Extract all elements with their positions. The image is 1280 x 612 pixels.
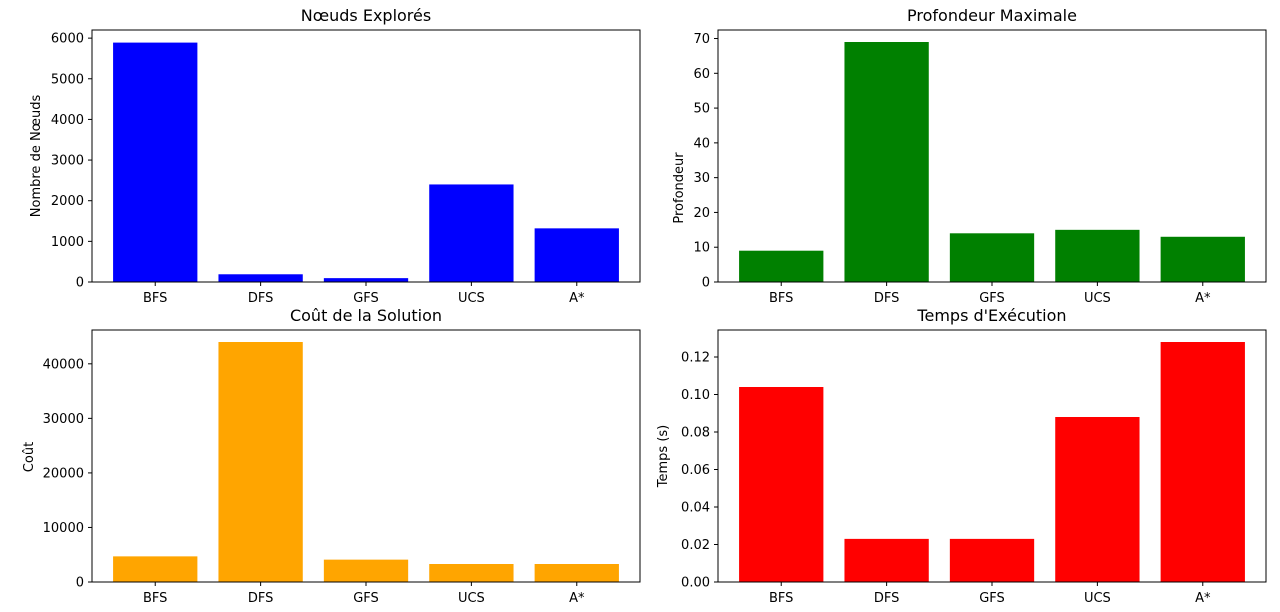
y-tick-label: 10 bbox=[693, 241, 710, 256]
x-tick-label: UCS bbox=[1084, 591, 1111, 606]
x-tick-label: BFS bbox=[769, 591, 793, 606]
x-axis-ticks: BFS DFS GFS UCS A* bbox=[143, 282, 585, 306]
y-tick-label: 0.06 bbox=[681, 463, 710, 478]
y-tick-label: 30000 bbox=[43, 412, 84, 427]
y-tick-label: 0.08 bbox=[681, 426, 710, 441]
x-tick-label: GFS bbox=[979, 291, 1005, 306]
chart-title: Profondeur Maximale bbox=[907, 6, 1077, 25]
x-tick-label: DFS bbox=[874, 291, 900, 306]
x-tick-label: UCS bbox=[458, 591, 485, 606]
y-axis-label: Nombre de Nœuds bbox=[29, 95, 44, 218]
x-tick-label: DFS bbox=[248, 291, 274, 306]
bar-bfs bbox=[113, 556, 198, 582]
x-tick-label: GFS bbox=[353, 291, 379, 306]
x-tick-label: DFS bbox=[248, 591, 274, 606]
bar-astar bbox=[1160, 236, 1245, 282]
y-tick-label: 1000 bbox=[51, 235, 84, 250]
bar-bfs bbox=[113, 42, 198, 282]
x-tick-label: GFS bbox=[979, 591, 1005, 606]
y-tick-label: 2000 bbox=[51, 194, 84, 209]
y-axis-ticks: 0 1000 2000 3000 4000 5000 6000 bbox=[51, 32, 92, 291]
y-tick-label: 0 bbox=[702, 276, 710, 291]
axes-frame bbox=[91, 29, 641, 283]
y-tick-label: 0.02 bbox=[681, 538, 710, 553]
y-tick-label: 20000 bbox=[43, 466, 84, 481]
y-tick-label: 0.12 bbox=[681, 351, 710, 366]
x-axis-ticks: BFS DFS GFS UCS A* bbox=[769, 282, 1211, 306]
chart-panel-max-depth: Profondeur Maximale Profondeur 0 10 20 30 40… bbox=[672, 6, 1267, 306]
bar-dfs bbox=[218, 342, 303, 582]
x-tick-label: A* bbox=[1195, 291, 1211, 306]
y-tick-label: 6000 bbox=[51, 32, 84, 47]
y-tick-label: 3000 bbox=[51, 154, 84, 169]
x-tick-label: BFS bbox=[143, 291, 167, 306]
chart-title: Temps d'Exécution bbox=[916, 306, 1066, 325]
bar-bfs bbox=[739, 250, 824, 282]
y-tick-label: 0.04 bbox=[681, 501, 710, 516]
x-tick-label: A* bbox=[569, 291, 585, 306]
chart-title: Nœuds Explorés bbox=[301, 6, 431, 25]
bars bbox=[113, 42, 619, 282]
y-tick-label: 0 bbox=[76, 276, 84, 291]
bar-ucs bbox=[1055, 229, 1140, 282]
bar-ucs bbox=[429, 184, 514, 282]
x-tick-label: A* bbox=[569, 591, 585, 606]
axes-frame bbox=[717, 329, 1267, 583]
bar-astar bbox=[1160, 342, 1245, 582]
y-tick-label: 40000 bbox=[43, 357, 84, 372]
bar-astar bbox=[534, 564, 619, 582]
y-tick-label: 0.00 bbox=[681, 576, 710, 591]
bar-dfs bbox=[844, 42, 929, 282]
bar-gfs bbox=[323, 278, 409, 282]
y-tick-label: 30 bbox=[693, 171, 710, 186]
chart-panel-nodes-explored: Nœuds Explorés Nombre de Nœuds 0 1000 2000… bbox=[29, 6, 641, 306]
x-tick-label: GFS bbox=[353, 591, 379, 606]
bar-gfs bbox=[949, 538, 1035, 583]
axes-frame bbox=[717, 29, 1267, 283]
x-tick-label: A* bbox=[1195, 591, 1211, 606]
axes-frame bbox=[91, 329, 641, 583]
y-tick-label: 0 bbox=[76, 576, 84, 591]
x-tick-label: DFS bbox=[874, 591, 900, 606]
y-axis-label: Temps (s) bbox=[656, 425, 671, 488]
bar-bfs bbox=[739, 387, 824, 582]
y-tick-label: 4000 bbox=[51, 113, 84, 128]
bar-gfs bbox=[323, 559, 409, 582]
bars bbox=[739, 342, 1245, 583]
y-tick-label: 0.10 bbox=[681, 388, 710, 403]
bar-ucs bbox=[1055, 417, 1140, 582]
y-tick-label: 20 bbox=[693, 206, 710, 221]
bars bbox=[113, 342, 619, 582]
y-tick-label: 10000 bbox=[43, 521, 84, 536]
x-tick-label: UCS bbox=[1084, 291, 1111, 306]
x-tick-label: UCS bbox=[458, 291, 485, 306]
bar-astar bbox=[534, 228, 619, 282]
chart-panel-execution-time: Temps d'Exécution Temps (s) 0.00 0.02 0.04… bbox=[656, 306, 1267, 606]
bar-ucs bbox=[429, 564, 514, 582]
chart-panel-solution-cost: Coût de la Solution Coût 0 10000 20000 3000… bbox=[22, 306, 641, 606]
bar-gfs bbox=[949, 233, 1035, 282]
x-tick-label: BFS bbox=[769, 291, 793, 306]
y-tick-label: 60 bbox=[693, 67, 710, 82]
y-tick-label: 70 bbox=[693, 32, 710, 47]
bar-dfs bbox=[844, 538, 929, 583]
y-axis-label: Coût bbox=[22, 442, 37, 472]
y-tick-label: 5000 bbox=[51, 72, 84, 87]
x-tick-label: BFS bbox=[143, 591, 167, 606]
x-axis-ticks: BFS DFS GFS UCS A* bbox=[769, 582, 1211, 606]
y-axis-ticks: 0 10 20 30 40 50 60 70 bbox=[693, 32, 718, 291]
y-tick-label: 40 bbox=[693, 136, 710, 151]
y-axis-label: Profondeur bbox=[672, 152, 687, 224]
x-axis-ticks: BFS DFS GFS UCS A* bbox=[143, 582, 585, 606]
bars bbox=[739, 42, 1245, 282]
chart-title: Coût de la Solution bbox=[290, 306, 442, 325]
y-axis-ticks: 0.00 0.02 0.04 0.06 0.08 0.10 0.12 bbox=[681, 351, 718, 591]
bar-dfs bbox=[218, 274, 303, 282]
y-tick-label: 50 bbox=[693, 102, 710, 117]
y-axis-ticks: 0 10000 20000 30000 40000 bbox=[43, 357, 92, 591]
